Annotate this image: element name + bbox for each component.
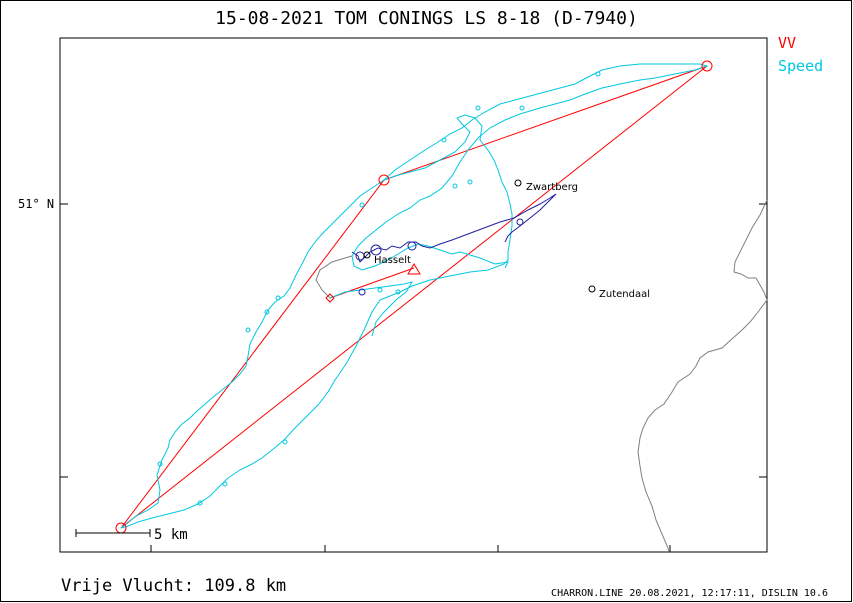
flight-track-west — [315, 255, 353, 299]
legend-vv: VV — [778, 34, 797, 52]
start-triangle-marker — [407, 263, 421, 275]
speed-circling-marks — [157, 71, 601, 506]
thermal-track — [351, 193, 557, 263]
start-leg — [329, 267, 415, 299]
flight-title: 15-08-2021 TOM CONINGS LS 8-18 (D-7940) — [215, 8, 638, 29]
scale-bar — [75, 529, 151, 537]
latitude-label: 51° N — [18, 197, 55, 211]
flight-track — [120, 114, 513, 529]
legend-speed: Speed — [778, 57, 824, 75]
country-border — [637, 199, 768, 553]
flight-track-return — [351, 63, 709, 271]
turnpoint-1 — [378, 174, 390, 186]
flight-track-hook — [329, 281, 414, 337]
turnpoint-2 — [701, 60, 713, 72]
scale-label: 5 km — [154, 527, 188, 543]
svg-text:Zwartberg: Zwartberg — [526, 182, 578, 193]
svg-text:Hasselt: Hasselt — [374, 255, 411, 266]
footer-credit: CHARRON.LINE 20.08.2021, 12:17:11, DISLI… — [551, 588, 828, 599]
axis-ticks — [60, 203, 767, 552]
turnpoint-markers — [115, 60, 713, 534]
finish-diamond-marker — [325, 293, 335, 303]
plot-area — [59, 37, 768, 553]
distance-label: Vrije Vlucht: 109.8 km — [61, 576, 287, 596]
svg-text:Zutendaal: Zutendaal — [599, 289, 650, 300]
place-zutendaal: Zutendaal — [588, 285, 650, 300]
place-hasselt: Hasselt — [363, 251, 411, 266]
place-zwartberg: Zwartberg — [514, 179, 578, 193]
task-triangle — [120, 65, 708, 529]
